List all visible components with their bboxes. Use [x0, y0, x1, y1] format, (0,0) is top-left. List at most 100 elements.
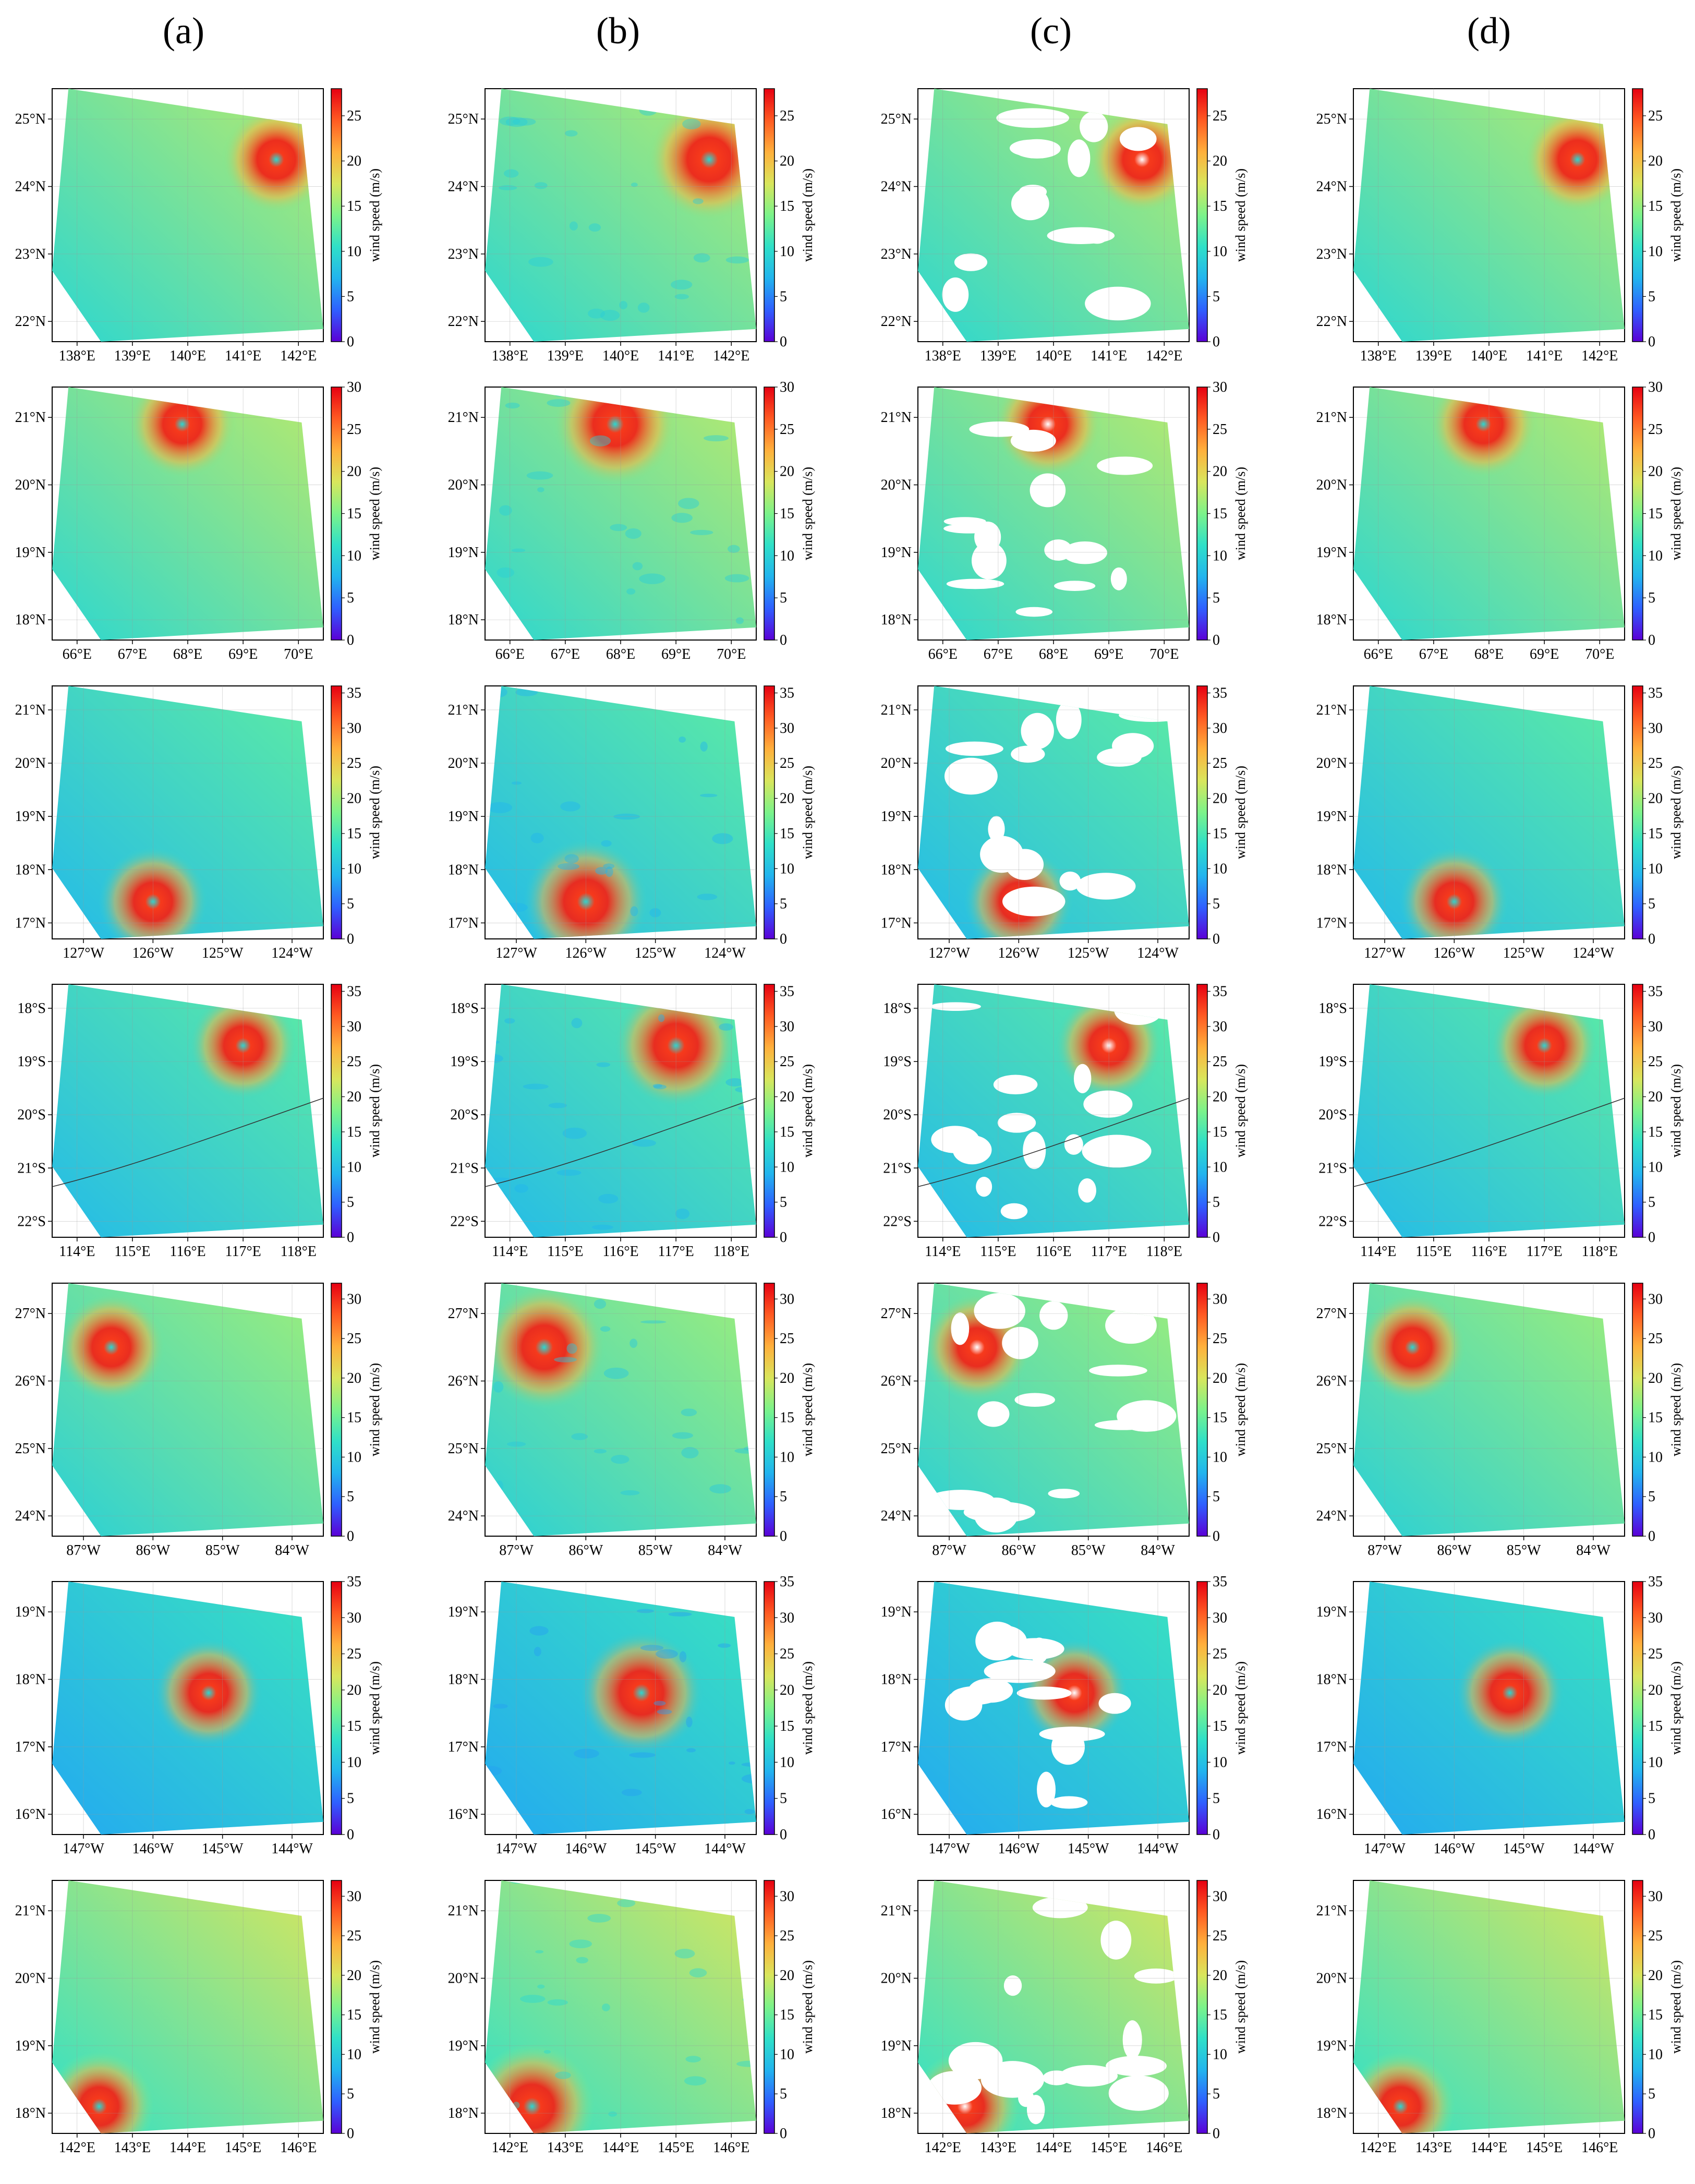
colorbar-tick-label: 30: [1213, 1019, 1227, 1035]
colorbar-tick-label: 10: [1648, 1449, 1663, 1465]
colorbar-tick-label: 10: [1648, 244, 1663, 260]
colorbar-tick-label: 15: [347, 506, 361, 522]
colorbar-tick-label: 20: [1213, 153, 1227, 170]
colorbar-tick-label: 30: [347, 379, 361, 395]
x-tick-label: 69°E: [228, 646, 258, 662]
colorbar-tick-label: 20: [347, 153, 361, 170]
colorbar-tick-label: 5: [1648, 896, 1655, 912]
colorbar-tick-label: 20: [347, 1089, 361, 1105]
y-tick-label: 19°N: [448, 2038, 479, 2054]
column-label-a: (a): [163, 10, 204, 52]
colorbar-tick-label: 15: [1648, 2007, 1663, 2023]
colorbar: [1632, 387, 1643, 641]
y-tick-label: 20°N: [448, 477, 479, 493]
colorbar-tick-label: 0: [347, 1229, 354, 1246]
x-tick-label: 114°E: [492, 1244, 528, 1260]
y-tick-label: 16°N: [881, 1806, 912, 1823]
x-tick-label: 69°E: [661, 646, 691, 662]
y-tick-label: 18°S: [1318, 1000, 1347, 1017]
x-tick-label: 141°E: [1091, 348, 1127, 364]
x-tick-label: 146°W: [1434, 1841, 1475, 1857]
x-tick-label: 143°E: [1415, 2140, 1452, 2156]
colorbar-tick-label: 10: [780, 244, 794, 260]
colorbar-tick-label: 0: [1213, 1827, 1220, 1843]
wind-map: 147°W 146°W 145°W 144°W 19°N 18°N 17°N 16°N 0 5 10…: [15, 1574, 382, 1857]
x-tick-label: 118°E: [1582, 1244, 1618, 1260]
colorbar-label: wind speed (m/s): [1233, 1661, 1248, 1755]
x-tick-label: 145°W: [202, 1841, 244, 1857]
colorbar: [1632, 1581, 1643, 1835]
colorbar-tick-label: 25: [780, 755, 794, 771]
x-tick-label: 142°E: [1360, 2140, 1397, 2156]
colorbar-tick-label: 25: [780, 1054, 794, 1070]
wind-map: 114°E 115°E 116°E 117°E 118°E 18°S 19°S 20°S 21°…: [883, 983, 1248, 1260]
x-tick-label: 85°W: [1071, 1542, 1106, 1559]
colorbar-tick-label: 10: [1648, 1159, 1663, 1175]
colorbar-tick-label: 30: [780, 720, 794, 737]
colorbar-tick-label: 20: [1648, 1682, 1663, 1698]
colorbar-tick-label: 25: [1648, 1928, 1663, 1944]
colorbar-tick-label: 35: [1213, 685, 1227, 701]
x-tick-label: 126°W: [1434, 945, 1475, 961]
colorbar-tick-label: 35: [780, 1574, 794, 1590]
y-tick-label: 27°N: [881, 1306, 912, 1322]
wind-map: 87°W 86°W 85°W 84°W 27°N 26°N 25°N 24°N 0 5 10 15 20…: [1316, 1283, 1684, 1559]
x-tick-label: 117°E: [225, 1244, 261, 1260]
colorbar: [764, 984, 775, 1238]
y-tick-label: 24°N: [15, 179, 46, 195]
x-tick-label: 87°W: [932, 1542, 966, 1559]
colorbar-tick-label: 0: [1213, 334, 1220, 350]
colorbar-tick-label: 0: [1648, 632, 1655, 648]
x-tick-label: 67°E: [551, 646, 580, 662]
x-tick-label: 124°W: [271, 945, 313, 961]
colorbar-tick-label: 20: [780, 791, 794, 807]
x-tick-label: 140°E: [170, 348, 206, 364]
colorbar-tick-label: 30: [780, 379, 794, 395]
colorbar: [1632, 984, 1643, 1238]
x-tick-label: 139°E: [114, 348, 151, 364]
y-tick-label: 19°N: [15, 2038, 46, 2054]
wind-map: 138°E 139°E 140°E 141°E 142°E 25°N 24°N 23°N 22°…: [15, 88, 382, 364]
y-tick-label: 25°N: [15, 111, 46, 127]
colorbar-tick-label: 25: [1648, 755, 1663, 771]
wind-map: 138°E 139°E 140°E 141°E 142°E 25°N 24°N 23°N 22°…: [448, 88, 815, 364]
colorbar-tick-label: 30: [780, 1291, 794, 1307]
colorbar: [764, 1283, 775, 1537]
x-tick-label: 87°W: [499, 1542, 534, 1559]
y-tick-label: 21°S: [1318, 1160, 1347, 1176]
x-tick-label: 68°E: [1474, 646, 1504, 662]
y-tick-label: 19°N: [448, 545, 479, 561]
y-tick-label: 17°N: [15, 1739, 46, 1755]
x-tick-label: 147°W: [63, 1841, 104, 1857]
colorbar-tick-label: 35: [780, 983, 794, 999]
wind-map: 142°E 143°E 144°E 145°E 146°E 21°N 20°N 19°N 18°…: [1316, 1880, 1684, 2156]
colorbar-tick-label: 30: [1648, 1019, 1663, 1035]
colorbar-tick-label: 25: [1648, 1331, 1663, 1347]
x-tick-label: 127°W: [495, 945, 537, 961]
colorbar-tick-label: 0: [347, 632, 354, 648]
x-tick-label: 138°E: [1360, 348, 1397, 364]
colorbar-tick-label: 15: [347, 2007, 361, 2023]
wind-map: 114°E 115°E 116°E 117°E 118°E 18°S 19°S 20°S 21°…: [17, 983, 382, 1260]
colorbar-tick-label: 15: [1648, 1124, 1663, 1140]
y-tick-label: 20°N: [881, 477, 912, 493]
colorbar: [1632, 685, 1643, 939]
x-tick-label: 68°E: [606, 646, 635, 662]
colorbar-tick-label: 5: [1213, 1791, 1220, 1807]
colorbar-tick-label: 15: [1213, 1410, 1227, 1426]
x-tick-label: 140°E: [1471, 348, 1507, 364]
colorbar-tick-label: 25: [1213, 1928, 1227, 1944]
y-tick-label: 24°N: [1316, 1508, 1347, 1524]
y-tick-label: 21°N: [1316, 409, 1347, 426]
colorbar-tick-label: 20: [1648, 464, 1663, 480]
x-tick-label: 145°E: [1091, 2140, 1127, 2156]
colorbar-tick-label: 0: [1648, 334, 1655, 350]
colorbar-label: wind speed (m/s): [800, 1661, 815, 1755]
colorbar-tick-label: 10: [347, 244, 361, 260]
x-tick-label: 85°W: [1507, 1542, 1541, 1559]
y-tick-label: 18°N: [881, 612, 912, 628]
colorbar: [331, 1880, 342, 2134]
x-tick-label: 142°E: [713, 348, 749, 364]
y-tick-label: 24°N: [881, 1508, 912, 1524]
colorbar-tick-label: 30: [780, 1888, 794, 1904]
